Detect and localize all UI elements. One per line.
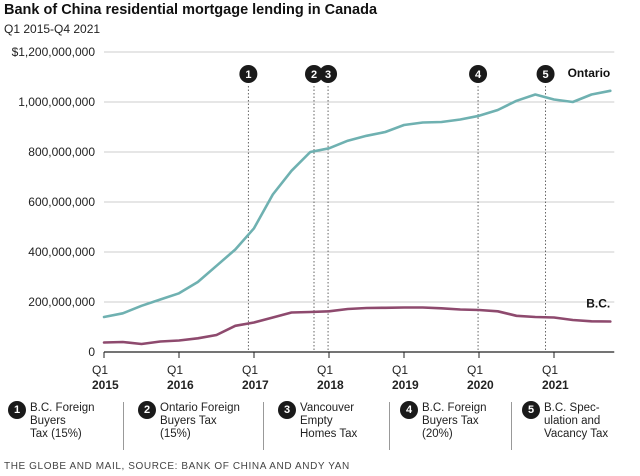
y-tick-label: 1,000,000,000: [18, 95, 95, 109]
event-note-label: Ontario Foreign Buyers Tax (15%): [160, 402, 240, 440]
event-notes: 1 B.C. Foreign Buyers Tax (15%) 2 Ontari…: [8, 400, 634, 450]
y-tick-label: $1,200,000,000: [12, 45, 96, 59]
event-marker-5: [536, 65, 555, 83]
event-marker-number: 2: [311, 69, 317, 81]
event-marker-number: 4: [475, 69, 482, 81]
event-note-number: 1: [8, 401, 26, 419]
y-tick-label: 0: [88, 345, 95, 359]
y-tick-label: 800,000,000: [28, 145, 95, 159]
event-note-label: B.C. Foreign Buyers Tax (20%): [422, 402, 487, 440]
event-marker-3: [319, 65, 338, 83]
x-tick-quarter: Q1: [542, 363, 558, 377]
x-tick-quarter: Q1: [317, 363, 333, 377]
event-note-number: 5: [522, 401, 540, 419]
event-note-1: 1 B.C. Foreign Buyers Tax (15%): [8, 400, 124, 450]
event-marker-4: [469, 65, 488, 83]
event-note-5: 5 B.C. Spec- ulation and Vacancy Tax: [522, 400, 632, 450]
note-divider: [511, 402, 512, 450]
event-note-3: 3 Vancouver Empty Homes Tax: [278, 400, 390, 450]
x-tick-year: 2021: [542, 378, 569, 392]
event-marker-number: 3: [325, 69, 331, 81]
x-tick-quarter: Q1: [467, 363, 483, 377]
series-label: Ontario: [568, 66, 611, 80]
x-tick-quarter: Q1: [242, 363, 258, 377]
y-axis-ticks: $1,200,000,000 1,000,000,000 800,000,000 60…: [12, 45, 96, 359]
event-note-4: 4 B.C. Foreign Buyers Tax (20%): [400, 400, 512, 450]
event-marker-1: [239, 65, 258, 83]
series-label: B.C.: [586, 297, 610, 311]
note-divider: [389, 402, 390, 450]
x-tick-year: 2019: [392, 378, 419, 392]
x-tick-quarter: Q1: [92, 363, 108, 377]
x-tick-year: 2017: [242, 378, 269, 392]
chart-subtitle: Q1 2015-Q4 2021: [4, 22, 101, 36]
series-labels: Ontario B.C.: [568, 66, 611, 311]
event-note-2: 2 Ontario Foreign Buyers Tax (15%): [138, 400, 264, 450]
note-divider: [123, 402, 124, 450]
event-marker-2: [305, 65, 323, 83]
x-axis-ticks: Q12015Q12016Q12017Q12018Q12019Q12020Q120…: [92, 352, 569, 392]
x-tick-quarter: Q1: [392, 363, 408, 377]
x-tick-year: 2015: [92, 378, 119, 392]
gridlines: [104, 51, 615, 353]
note-divider: [263, 402, 264, 450]
event-note-label: Vancouver Empty Homes Tax: [300, 402, 358, 440]
source-credit: THE GLOBE AND MAIL, SOURCE: BANK OF CHIN…: [4, 461, 350, 472]
x-tick-year: 2016: [167, 378, 194, 392]
x-tick-year: 2018: [317, 378, 344, 392]
y-tick-label: 200,000,000: [28, 295, 95, 309]
event-marker-number: 5: [543, 69, 549, 81]
series-lines: [102, 89, 612, 346]
event-marker-number: 1: [245, 69, 251, 81]
x-tick-year: 2020: [467, 378, 494, 392]
event-note-label: B.C. Foreign Buyers Tax (15%): [30, 402, 95, 440]
event-note-number: 2: [138, 401, 156, 419]
y-tick-label: 600,000,000: [28, 195, 95, 209]
series-line-b-c-: [102, 306, 612, 346]
event-note-label: B.C. Spec- ulation and Vacancy Tax: [544, 402, 609, 440]
y-tick-label: 400,000,000: [28, 245, 95, 259]
event-note-number: 4: [400, 401, 418, 419]
line-chart: $1,200,000,000 1,000,000,000 800,000,000 60…: [12, 45, 615, 392]
x-tick-quarter: Q1: [167, 363, 183, 377]
event-note-number: 3: [278, 401, 296, 419]
series-line-ontario: [102, 89, 612, 319]
chart-title: Bank of China residential mortgage lendi…: [4, 2, 378, 18]
event-lines: [247, 86, 547, 352]
